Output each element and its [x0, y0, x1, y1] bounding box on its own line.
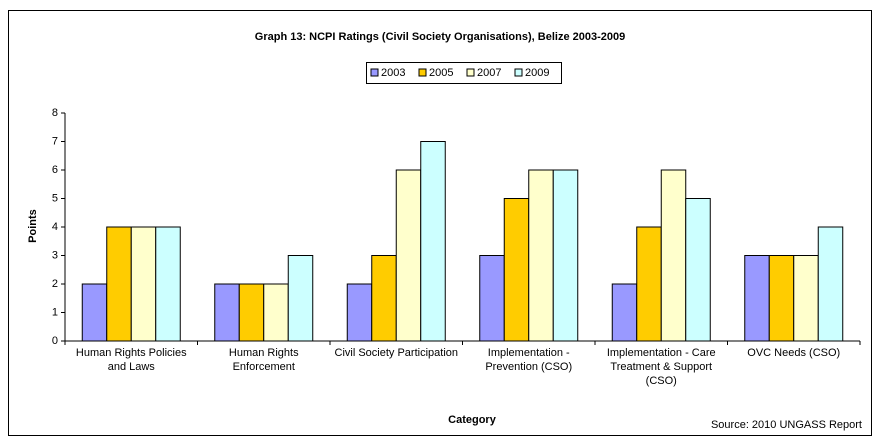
y-tick-label: 1	[52, 306, 58, 318]
bar	[817, 226, 844, 342]
legend-label: 2007	[477, 67, 501, 79]
bar	[611, 283, 638, 342]
source-note: Source: 2010 UNGASS Report	[711, 419, 862, 431]
bar	[263, 283, 289, 342]
bar	[395, 169, 422, 342]
x-tick-label: Implementation - Care Treatment & Suppor…	[606, 347, 716, 387]
y-tick-label: 7	[52, 135, 58, 147]
y-tick-label: 8	[52, 107, 58, 119]
bar	[503, 198, 530, 342]
bar	[768, 255, 795, 342]
bar	[793, 255, 819, 342]
bar	[552, 169, 579, 342]
legend-swatch	[514, 68, 523, 77]
y-tick-label: 3	[52, 249, 58, 261]
y-tick-label: 5	[52, 192, 58, 204]
bar	[420, 141, 446, 342]
y-tick-label: 2	[52, 278, 58, 290]
bar	[155, 226, 181, 342]
legend-swatch	[418, 68, 427, 77]
bar	[287, 255, 314, 342]
x-tick-label: Human Rights Policies and Laws	[75, 347, 187, 373]
bar	[528, 169, 554, 342]
bar	[636, 226, 662, 342]
bar	[744, 255, 770, 342]
x-tick-label: OVC Needs (CSO)	[747, 347, 841, 359]
y-tick-label: 0	[52, 335, 58, 347]
bar	[238, 283, 265, 342]
bar	[685, 198, 711, 342]
chart-title: Graph 13: NCPI Ratings (Civil Society Or…	[255, 31, 625, 43]
x-tick-label: Civil Society Participation	[334, 347, 459, 359]
x-tick-label: Implementation - Prevention (CSO)	[485, 347, 573, 373]
bar	[214, 283, 240, 342]
bar	[81, 283, 108, 342]
x-axis-label: Category	[448, 414, 497, 426]
legend-swatch	[466, 68, 475, 77]
y-tick-label: 4	[52, 221, 58, 233]
bar	[479, 255, 505, 342]
legend-label: 2005	[429, 67, 453, 79]
bar	[660, 169, 687, 342]
bar	[106, 226, 132, 342]
x-tick-label: Human Rights Enforcement	[228, 347, 299, 373]
bar	[130, 226, 157, 342]
legend-swatch	[370, 68, 379, 77]
legend-label: 2003	[381, 67, 405, 79]
bar	[371, 255, 397, 342]
legend-label: 2009	[525, 67, 549, 79]
legend-box	[366, 62, 562, 84]
y-axis-label: Points	[27, 209, 39, 243]
y-tick-label: 6	[52, 164, 58, 176]
bar	[346, 283, 373, 342]
